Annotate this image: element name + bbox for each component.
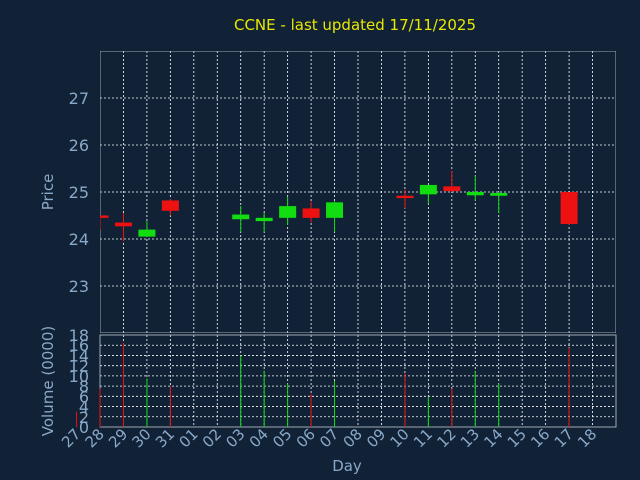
x-tick-label: 06 bbox=[293, 425, 319, 451]
x-tick-label: 12 bbox=[433, 425, 459, 451]
price-tick-label: 24 bbox=[69, 230, 89, 249]
x-tick-label: 14 bbox=[480, 425, 506, 451]
volume-tick-label: 6 bbox=[79, 387, 89, 406]
volume-frame bbox=[99, 334, 617, 428]
x-tick-label: 11 bbox=[410, 425, 436, 451]
volume-tick-label: 18 bbox=[69, 326, 89, 345]
volume-axis-label: Volume (0000) bbox=[39, 326, 57, 436]
volume-tick-label: 0 bbox=[79, 418, 89, 437]
x-tick-label: 04 bbox=[246, 425, 272, 451]
chart-title: CCNE - last updated 17/11/2025 bbox=[234, 16, 476, 34]
x-tick-label: 15 bbox=[504, 425, 530, 451]
x-tick-label: 01 bbox=[175, 425, 201, 451]
x-axis-label: Day bbox=[332, 457, 362, 475]
candle-body bbox=[114, 222, 132, 227]
price-tick-label: 27 bbox=[69, 89, 89, 108]
candle-body bbox=[326, 202, 344, 218]
candle-body bbox=[466, 192, 484, 196]
x-tick-label: 29 bbox=[105, 425, 131, 451]
x-tick-label: 31 bbox=[152, 425, 178, 451]
x-tick-label: 03 bbox=[222, 425, 248, 451]
volume-tick-label: 14 bbox=[69, 346, 89, 365]
volume-tick-label: 10 bbox=[69, 367, 89, 386]
volume-panel bbox=[76, 334, 617, 428]
candle-body bbox=[490, 192, 508, 196]
price-tick-label: 25 bbox=[69, 183, 89, 202]
candle-body bbox=[255, 217, 273, 222]
volume-tick-label: 16 bbox=[69, 336, 89, 355]
x-axis: 2728293031010203040506070809101112131415… bbox=[58, 425, 600, 451]
candle-body bbox=[100, 215, 109, 218]
x-tick-label: 16 bbox=[527, 425, 553, 451]
x-tick-label: 09 bbox=[363, 425, 389, 451]
candle-body bbox=[279, 206, 297, 218]
x-tick-label: 02 bbox=[199, 425, 225, 451]
volume-tick-label: 12 bbox=[69, 357, 89, 376]
x-tick-label: 17 bbox=[551, 425, 577, 451]
volume-tick-label: 2 bbox=[79, 408, 89, 427]
candle-body bbox=[232, 214, 250, 220]
volume-tick-label: 8 bbox=[79, 377, 89, 396]
x-tick-label: 05 bbox=[269, 425, 295, 451]
x-tick-label: 30 bbox=[129, 425, 155, 451]
candle-body bbox=[302, 208, 320, 218]
candle-body bbox=[443, 186, 461, 192]
candle-body bbox=[560, 192, 578, 224]
price-panel bbox=[100, 51, 616, 333]
x-tick-label: 07 bbox=[316, 425, 342, 451]
candle-body bbox=[138, 229, 156, 237]
price-tick-label: 23 bbox=[69, 277, 89, 296]
candle-body bbox=[419, 184, 437, 195]
volume-tick-label: 4 bbox=[79, 398, 89, 417]
price-tick-label: 26 bbox=[69, 136, 89, 155]
candle-body bbox=[161, 200, 179, 211]
x-tick-label: 10 bbox=[387, 425, 413, 451]
x-tick-label: 13 bbox=[457, 425, 483, 451]
candle-body bbox=[396, 195, 414, 199]
x-tick-label: 18 bbox=[574, 425, 600, 451]
x-tick-label: 08 bbox=[340, 425, 366, 451]
price-axis-label: Price bbox=[39, 174, 57, 211]
